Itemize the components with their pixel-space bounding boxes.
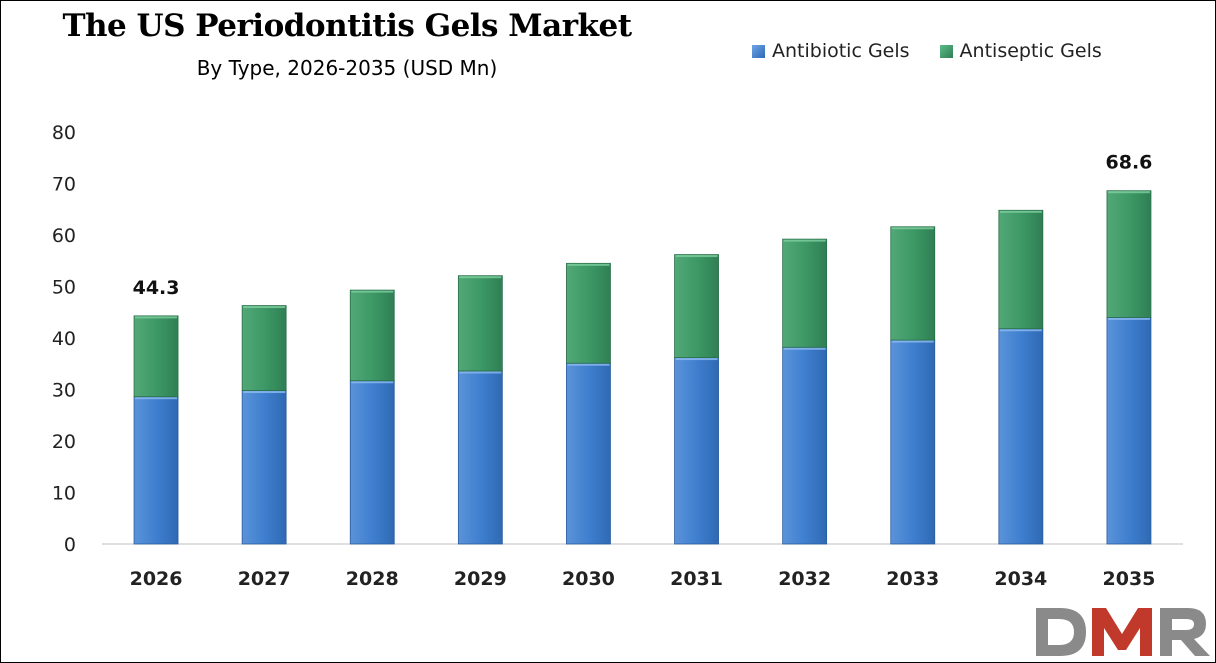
bar-antiseptic-2030 [566,262,611,364]
bar-antibiotic-2035 [1106,316,1152,545]
bar-antiseptic-2028 [349,289,395,382]
y-tick-label: 0 [64,534,76,556]
y-tick-label: 50 [52,277,76,299]
y-tick-label: 30 [52,380,76,402]
bar-highlight-2026 [135,316,178,319]
bar-highlight-2027 [243,391,286,394]
data-label-2026: 44.3 [133,277,180,299]
bar-antiseptic-2033 [890,226,936,341]
bar-antiseptic-2032 [782,238,828,348]
legend-item-antibiotic: Antibiotic Gels [752,40,910,62]
y-tick-label: 40 [52,328,76,350]
bars [133,190,1152,545]
y-tick-label: 10 [52,483,76,505]
x-axis: 2026 2027 2028 2029 2030 2031 2032 2033 2034 2035 [102,543,1183,590]
legend-swatch-antibiotic [752,44,765,58]
bar-highlight-2029 [459,276,502,279]
bar-highlight-2032 [783,347,826,350]
bar-highlight-2028 [351,381,394,384]
dmr-logo [1036,608,1210,656]
bar-highlight-2029 [459,371,502,374]
y-tick-label: 60 [52,225,76,247]
bar-antibiotic-2033 [890,339,936,545]
data-labels: 44.3 68.6 [133,152,1153,299]
bar-antiseptic-2026 [133,315,179,398]
bar-highlight-2026 [135,397,178,400]
y-tick-label: 80 [52,122,76,144]
x-tick-label-2033: 2033 [886,568,939,590]
bar-highlight-2030 [567,363,610,366]
data-label-2035: 68.6 [1106,152,1153,174]
bar-antibiotic-2034 [998,328,1044,545]
y-axis: 0 10 20 30 40 50 60 70 80 [52,122,76,556]
chart-subtitle: By Type, 2026-2035 (USD Mn) [196,56,498,80]
legend-label-antiseptic: Antiseptic Gels [959,40,1102,62]
bar-highlight-2035 [1107,317,1150,320]
bar-highlight-2032 [783,239,826,242]
chart-title: The US Periodontitis Gels Market [62,8,632,44]
x-tick-label-2030: 2030 [562,568,615,590]
legend-item-antiseptic: Antiseptic Gels [939,40,1102,62]
bar-highlight-2033 [891,340,934,343]
bar-highlight-2034 [999,329,1042,332]
x-tick-label-2028: 2028 [346,568,399,590]
bar-highlight-2035 [1107,191,1150,194]
bar-highlight-2027 [243,306,286,309]
bar-highlight-2031 [675,358,718,361]
x-tick-label-2029: 2029 [454,568,507,590]
legend-label-antibiotic: Antibiotic Gels [772,40,910,62]
y-tick-label: 70 [52,174,76,196]
bar-antibiotic-2028 [349,380,395,545]
bar-antibiotic-2032 [782,346,828,545]
bar-antiseptic-2034 [998,209,1044,330]
x-tick-label-2034: 2034 [994,568,1047,590]
bar-antiseptic-2031 [674,254,719,358]
x-tick-label-2026: 2026 [130,568,183,590]
x-tick-label-2032: 2032 [778,568,831,590]
bar-highlight-2033 [891,227,934,230]
bar-highlight-2028 [351,290,394,293]
bar-antibiotic-2029 [457,370,503,545]
bar-highlight-2034 [999,210,1042,213]
bar-antibiotic-2030 [566,362,611,545]
legend-swatch-antiseptic [939,44,953,58]
x-tick-label-2031: 2031 [670,568,723,590]
x-tick-label-2027: 2027 [238,568,291,590]
bar-highlight-2030 [567,263,610,266]
bar-antiseptic-2035 [1106,190,1152,318]
x-tick-label-2035: 2035 [1103,568,1156,590]
bar-antiseptic-2029 [457,275,503,372]
bar-antiseptic-2027 [241,305,287,391]
bar-antibiotic-2031 [674,357,719,545]
bar-highlight-2031 [675,255,718,258]
bar-antibiotic-2026 [133,396,179,545]
y-tick-label: 20 [52,431,76,453]
legend: Antibiotic Gels Antiseptic Gels [752,40,1132,62]
bar-antibiotic-2027 [241,390,287,545]
